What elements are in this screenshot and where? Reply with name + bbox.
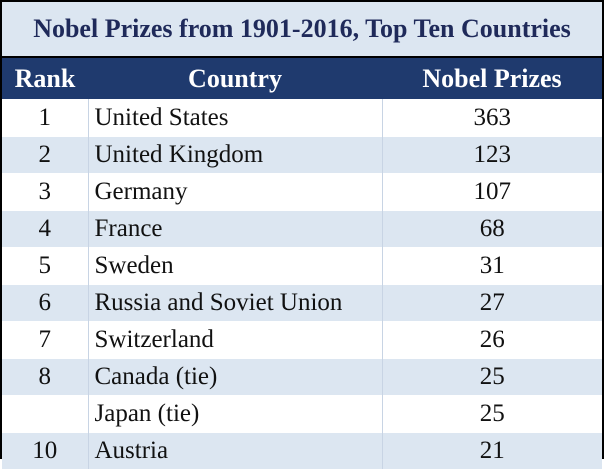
nobel-prizes-table: Rank Country Nobel Prizes 1 United State… — [2, 58, 602, 469]
table-row: 5 Sweden 31 — [2, 248, 602, 285]
prizes-cell: 123 — [382, 137, 602, 174]
rank-cell: 10 — [2, 433, 88, 469]
country-cell: Switzerland — [88, 322, 382, 359]
table-row: 2 United Kingdom 123 — [2, 137, 602, 174]
rank-cell: 6 — [2, 285, 88, 322]
rank-cell: 4 — [2, 211, 88, 248]
table-title: Nobel Prizes from 1901-2016, Top Ten Cou… — [2, 2, 602, 58]
country-cell: Canada (tie) — [88, 359, 382, 396]
prizes-cell: 27 — [382, 285, 602, 322]
country-cell: United Kingdom — [88, 137, 382, 174]
header-country: Country — [88, 58, 382, 100]
country-cell: Russia and Soviet Union — [88, 285, 382, 322]
nobel-table-frame: Nobel Prizes from 1901-2016, Top Ten Cou… — [0, 0, 604, 459]
rank-cell: 3 — [2, 174, 88, 211]
prizes-cell: 26 — [382, 322, 602, 359]
country-cell: France — [88, 211, 382, 248]
header-row: Rank Country Nobel Prizes — [2, 58, 602, 100]
table-header: Rank Country Nobel Prizes — [2, 58, 602, 100]
rank-cell: 7 — [2, 322, 88, 359]
table-body: 1 United States 363 2 United Kingdom 123… — [2, 100, 602, 469]
country-cell: Austria — [88, 433, 382, 469]
table-row: 3 Germany 107 — [2, 174, 602, 211]
prizes-cell: 68 — [382, 211, 602, 248]
country-cell: Sweden — [88, 248, 382, 285]
rank-cell: 5 — [2, 248, 88, 285]
table-row: 10 Austria 21 — [2, 433, 602, 469]
prizes-cell: 31 — [382, 248, 602, 285]
table-row: 4 France 68 — [2, 211, 602, 248]
rank-cell: 1 — [2, 100, 88, 137]
table-row: 6 Russia and Soviet Union 27 — [2, 285, 602, 322]
prizes-cell: 21 — [382, 433, 602, 469]
header-rank: Rank — [2, 58, 88, 100]
table-row: 7 Switzerland 26 — [2, 322, 602, 359]
table-row: 8 Canada (tie) 25 — [2, 359, 602, 396]
country-cell: Japan (tie) — [88, 396, 382, 433]
prizes-cell: 25 — [382, 396, 602, 433]
prizes-cell: 363 — [382, 100, 602, 137]
rank-cell: 8 — [2, 359, 88, 396]
table-row: Japan (tie) 25 — [2, 396, 602, 433]
prizes-cell: 25 — [382, 359, 602, 396]
prizes-cell: 107 — [382, 174, 602, 211]
table-row: 1 United States 363 — [2, 100, 602, 137]
header-nobel-prizes: Nobel Prizes — [382, 58, 602, 100]
country-cell: United States — [88, 100, 382, 137]
rank-cell — [2, 396, 88, 433]
country-cell: Germany — [88, 174, 382, 211]
rank-cell: 2 — [2, 137, 88, 174]
